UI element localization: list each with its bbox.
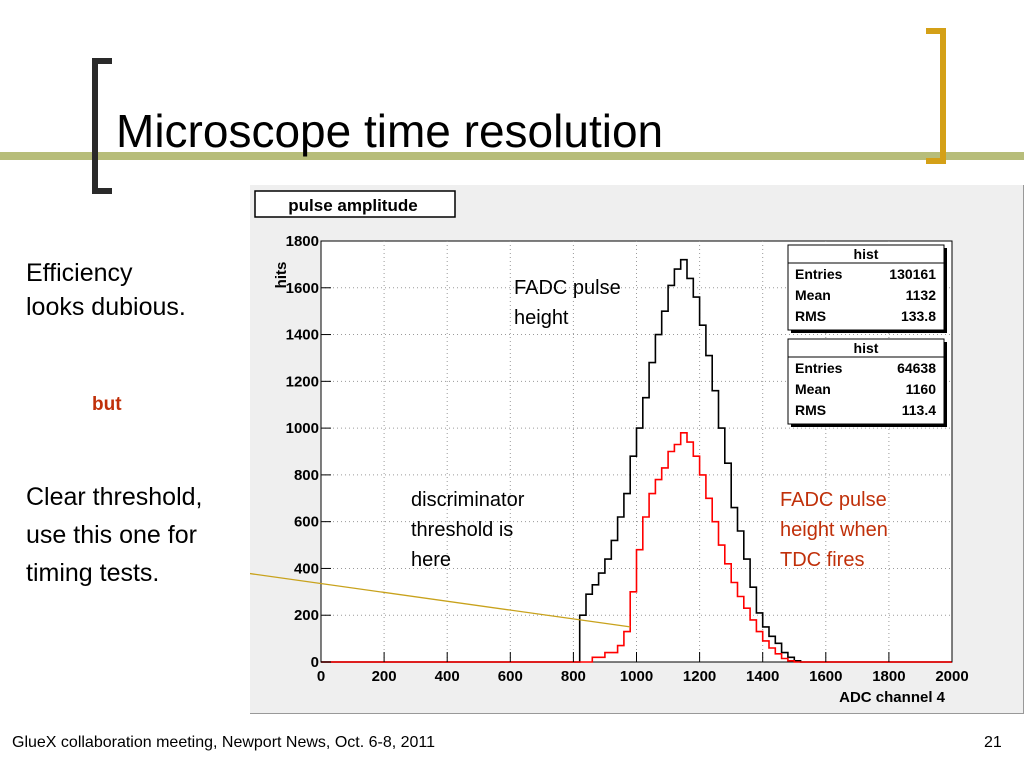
- y-tick-label: 1800: [286, 233, 319, 250]
- efficiency-text: Efficiency looks dubious.: [26, 256, 186, 324]
- stat-box-title: hist: [854, 340, 879, 356]
- stat-box-title: hist: [854, 246, 879, 262]
- stat-row-value: 130161: [889, 266, 936, 282]
- but-text: but: [92, 394, 122, 415]
- x-tick-label: 400: [435, 668, 460, 685]
- left-bracket-decoration: [92, 58, 112, 194]
- x-tick-label: 1600: [809, 668, 842, 685]
- discriminator-label-line-2: threshold is: [411, 519, 514, 541]
- y-tick-label: 1400: [286, 327, 319, 344]
- threshold-line-2: use this one for: [26, 521, 197, 549]
- chart-title: pulse amplitude: [288, 196, 417, 215]
- efficiency-line-2: looks dubious.: [26, 293, 186, 321]
- stat-row-value: 1132: [906, 287, 937, 303]
- stat-row-label: RMS: [795, 402, 826, 418]
- x-tick-label: 1400: [746, 668, 779, 685]
- fadc-label-line-2: height: [514, 307, 569, 329]
- stats-layer: hist Entries 130161 Mean 1132 RMS 133.8 hist Ent…: [787, 244, 947, 427]
- x-tick-label: 1800: [872, 668, 905, 685]
- tdc-label: FADC pulse height when TDC fires: [780, 485, 888, 575]
- page-number: 21: [984, 734, 1002, 751]
- fadc-label-line-1: FADC pulse: [514, 277, 621, 299]
- y-tick-label: 1600: [286, 280, 319, 297]
- stat-row-value: 1160: [906, 381, 937, 397]
- y-tick-label: 400: [294, 560, 319, 577]
- x-tick-label: 1200: [683, 668, 716, 685]
- stat-row-label: Entries: [795, 266, 843, 282]
- efficiency-line-1: Efficiency: [26, 259, 133, 287]
- x-axis-label: ADC channel 4: [839, 689, 946, 706]
- stat-row-value: 133.8: [901, 308, 936, 324]
- x-tick-label: 600: [498, 668, 523, 685]
- discriminator-label-line-3: here: [411, 549, 452, 571]
- title-accent-bar: [0, 152, 1024, 160]
- y-tick-label: 200: [294, 607, 319, 624]
- discriminator-label-line-1: discriminator: [411, 489, 525, 511]
- chart-title-box: [254, 190, 456, 218]
- stat-row-label: Entries: [795, 360, 843, 376]
- series-layer: [321, 258, 952, 663]
- axis-layer: 0 200 400 600 800 1000 1200 1400 1600 1800 2000 0 20…: [286, 233, 969, 685]
- histogram-chart: pulse amplitude 0 200 400 600 800 1000 1200 140…: [250, 190, 969, 706]
- fadc-label: FADC pulse height: [514, 273, 621, 333]
- y-axis-label: hits: [273, 262, 290, 289]
- stat-box: [787, 338, 945, 425]
- y-tick-label: 1200: [286, 373, 319, 390]
- x-tick-label: 2000: [935, 668, 968, 685]
- y-tick-label: 600: [294, 514, 319, 531]
- slide-title: Microscope time resolution: [116, 105, 664, 157]
- series-line-1: [321, 258, 952, 663]
- x-tick-label: 0: [317, 668, 325, 685]
- stat-row-value: 113.4: [902, 402, 936, 418]
- threshold-line-1: Clear threshold,: [26, 483, 203, 511]
- y-tick-label: 1000: [286, 420, 319, 437]
- plot-frame: pulse amplitude 0 200 400 600 800 1000 1200 140…: [250, 185, 1024, 714]
- stat-row-label: Mean: [795, 381, 831, 397]
- tdc-label-line-2: height when: [780, 519, 888, 541]
- tdc-label-line-3: TDC fires: [780, 549, 865, 571]
- discriminator-label: discriminator threshold is here: [411, 485, 524, 575]
- stat-row-label: RMS: [795, 308, 826, 324]
- threshold-arrow: [250, 572, 631, 628]
- stat-box: [787, 244, 945, 331]
- tdc-label-line-1: FADC pulse: [780, 489, 887, 511]
- x-tick-label: 800: [561, 668, 586, 685]
- y-tick-label: 0: [311, 654, 319, 671]
- right-bracket-decoration: [926, 28, 946, 164]
- stat-row-label: Mean: [795, 287, 831, 303]
- x-tick-label: 1000: [620, 668, 653, 685]
- x-tick-label: 200: [372, 668, 397, 685]
- y-tick-label: 800: [294, 467, 319, 484]
- stat-row-value: 64638: [897, 360, 936, 376]
- series-line-2: [321, 432, 952, 663]
- footer-text: GlueX collaboration meeting, Newport New…: [12, 734, 436, 751]
- threshold-text: Clear threshold, use this one for timing…: [26, 478, 202, 592]
- threshold-line-3: timing tests.: [26, 559, 160, 587]
